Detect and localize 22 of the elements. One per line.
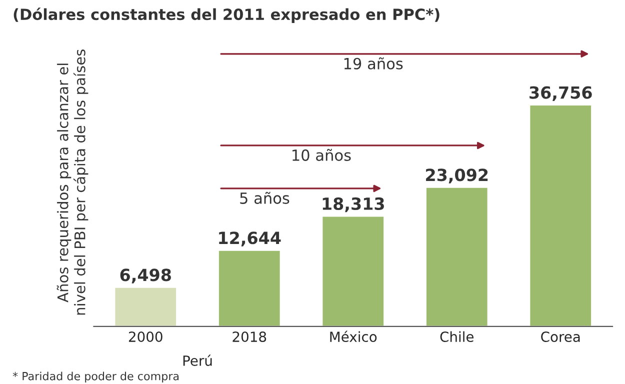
text: 19 años: [344, 57, 403, 70]
text: Perú: [183, 354, 212, 366]
bar: [321, 215, 385, 326]
x-tick-label: Chile: [440, 331, 474, 342]
text: * Paridad de poder de compra: [12, 372, 179, 382]
x-tick-label: 2018: [232, 332, 266, 342]
data-label: 18,313: [322, 197, 384, 212]
data-label: 12,644: [219, 232, 281, 246]
data-label: 6,498: [120, 268, 171, 284]
bar: [114, 286, 178, 326]
data-label: 23,092: [426, 168, 488, 184]
y-axis-title: Años requeridos para alcanzar el nivel del PBI per cápita de los países: [56, 50, 88, 315]
annotation: 5 años: [240, 192, 290, 204]
data-label: 36,756: [530, 86, 592, 101]
annotation: 10 años: [292, 148, 351, 161]
chart-title: (Dólares constantes del 2011 expresado en PPC*): [14, 8, 440, 24]
bar: [528, 104, 592, 326]
x-tick-label: Corea: [541, 332, 580, 342]
x-tick-label: México: [330, 330, 377, 342]
bar: [218, 249, 282, 326]
bar: [425, 186, 489, 326]
x-tick-label: 2000: [128, 332, 162, 342]
